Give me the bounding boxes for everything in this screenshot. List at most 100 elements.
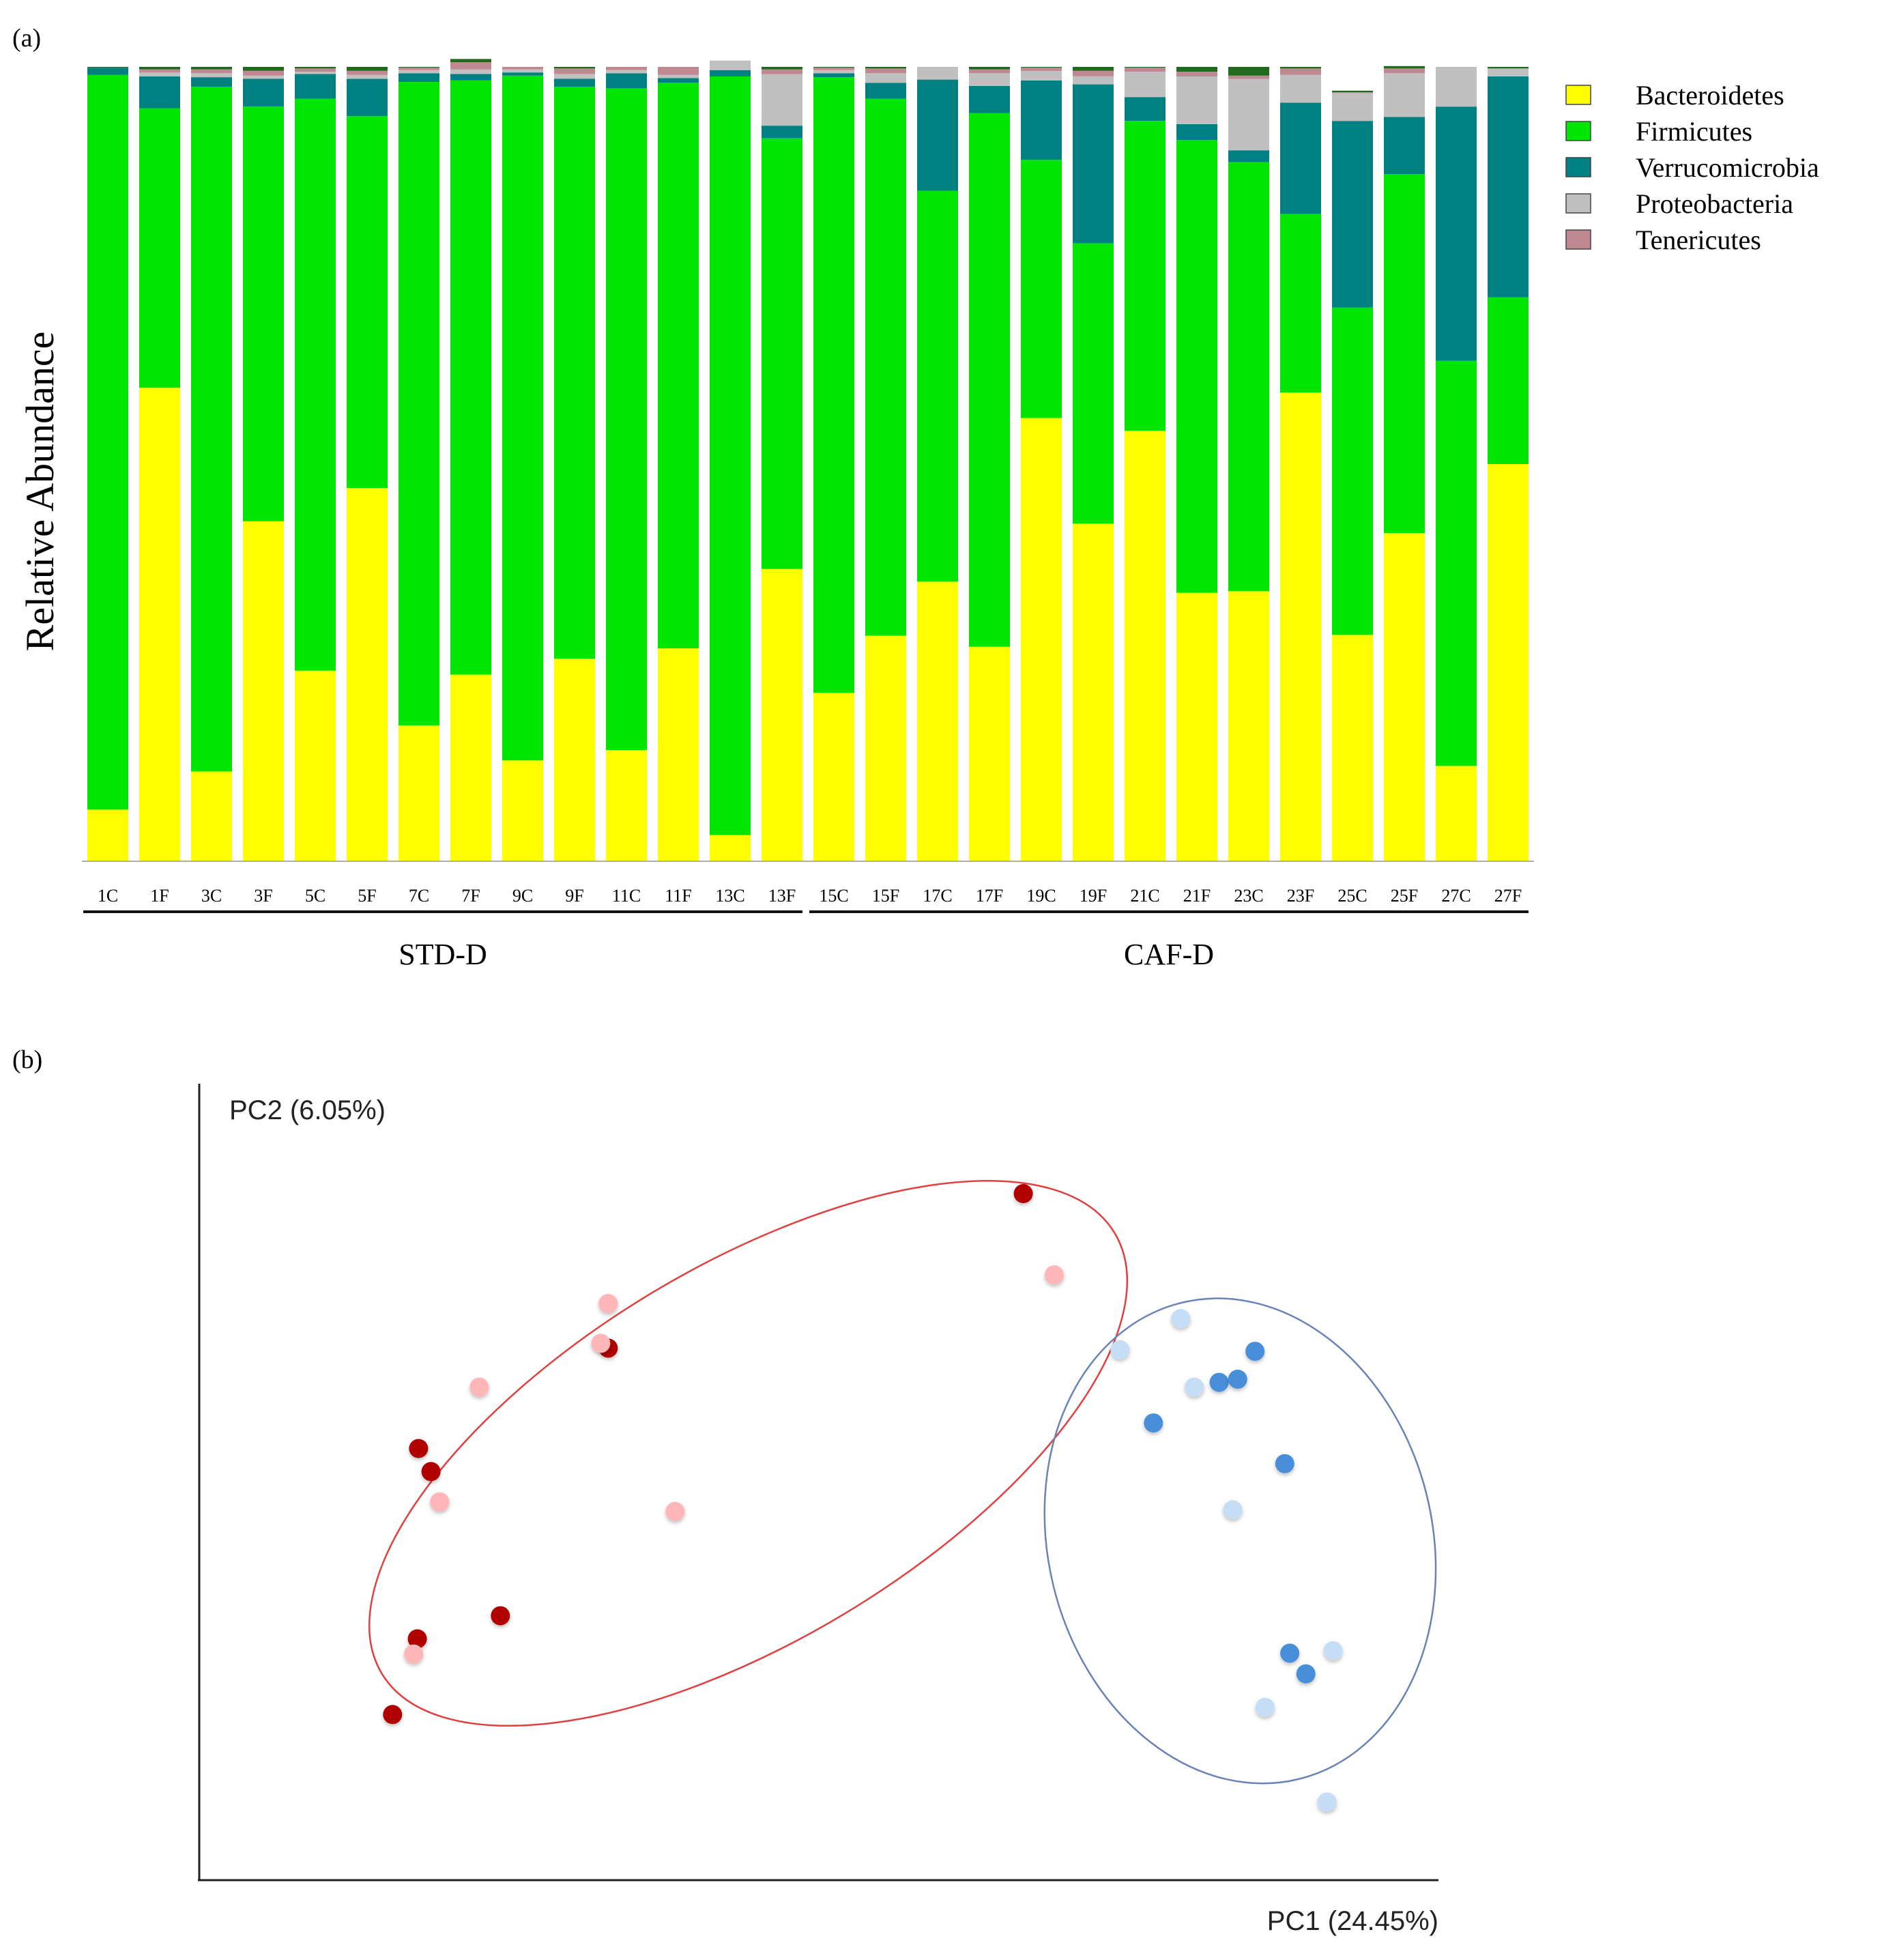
bar-segment-tenericutes-1f (139, 69, 180, 73)
point-caf-d-f-0 (1171, 1309, 1191, 1329)
bar-segment-verrucomicrobia-19f (1073, 84, 1114, 244)
bar-segment-tenericutes-7f (450, 62, 491, 70)
bar-segment-other-13f (762, 67, 802, 70)
bar-segment-verrucomicrobia-13f (762, 126, 802, 139)
bar-segment-proteobacteria-13c (710, 60, 751, 70)
bar-segment-other-1c (87, 67, 128, 68)
x-tick-label-21f: 21F (1183, 886, 1211, 906)
bar-segment-proteobacteria-15c (813, 70, 854, 74)
bar-segment-verrucomicrobia-11c (606, 73, 647, 89)
panel-b-label: (b) (12, 1046, 42, 1074)
bar-segment-bacteroidetes-15c (813, 693, 854, 861)
bar-segment-other-15c (813, 67, 854, 68)
bar-segment-bacteroidetes-3c (191, 771, 232, 861)
bar-segment-bacteroidetes-19c (1021, 418, 1062, 861)
bar-segment-other-23f (1280, 67, 1321, 69)
panel-a-bar-chart: (a) Relative Abundance 1C 1F 3C 3F 5C 5F 7C 7F 9… (12, 24, 1819, 971)
bar-segment-tenericutes-15f (865, 68, 906, 74)
point-caf-d-c-2 (1228, 1370, 1247, 1389)
point-caf-d-f-6 (1317, 1792, 1337, 1812)
bar-segment-tenericutes-17f (969, 69, 1010, 74)
pc2-axis-label: PC2 (6.05%) (229, 1095, 386, 1125)
bar-segment-verrucomicrobia-25c (1332, 121, 1373, 308)
bar-segment-bacteroidetes-11f (658, 648, 699, 861)
ellipse-caf-d-cluster (1043, 1297, 1437, 1785)
bar-segment-verrucomicrobia-7c (399, 73, 439, 83)
x-tick-label-1c: 1C (98, 886, 118, 906)
legend-swatch-firmicutes (1565, 121, 1591, 141)
bar-segment-verrucomicrobia-7f (450, 74, 491, 81)
bar-segment-verrucomicrobia-27c (1436, 106, 1477, 361)
bar-segment-bacteroidetes-21c (1125, 431, 1166, 861)
bar-segment-verrucomicrobia-17f (969, 85, 1010, 113)
legend-label-verrucomicrobia: Verrucomicrobia (1636, 152, 1819, 183)
x-tick-label-19f: 19F (1080, 886, 1107, 906)
bar-segment-bacteroidetes-9f (554, 659, 595, 861)
bar-segment-proteobacteria-23c (1228, 78, 1269, 151)
point-caf-d-f-4 (1323, 1641, 1343, 1660)
point-std-d-f-5 (665, 1501, 685, 1521)
point-std-d-f-0 (1045, 1265, 1064, 1285)
bar-segment-proteobacteria-27c (1436, 67, 1477, 107)
x-tick-label-5f: 5F (358, 886, 376, 906)
bar-segment-firmicutes-3c (191, 87, 232, 772)
bar-segment-bacteroidetes-23c (1228, 591, 1269, 861)
bar-segment-proteobacteria-25c (1332, 93, 1373, 121)
point-std-d-c-0 (1013, 1184, 1033, 1203)
bar-segment-bacteroidetes-13c (710, 835, 751, 861)
bar-segment-bacteroidetes-25f (1384, 533, 1425, 861)
bar-segment-proteobacteria-5c (295, 72, 336, 74)
x-tick-label-7f: 7F (461, 886, 480, 906)
bar-segment-other-5c (295, 67, 336, 69)
bar-segment-firmicutes-19c (1021, 160, 1062, 418)
x-tick-label-3c: 3C (201, 886, 222, 906)
bar-segment-firmicutes-13f (762, 138, 802, 569)
point-caf-d-c-1 (1209, 1372, 1229, 1392)
bar-segment-firmicutes-11f (658, 83, 699, 649)
bar-segment-proteobacteria-19c (1021, 70, 1062, 81)
point-std-d-f-6 (404, 1644, 424, 1664)
bar-segment-tenericutes-11c (606, 67, 647, 70)
bar-segment-bacteroidetes-19f (1073, 523, 1114, 861)
point-caf-d-c-0 (1245, 1342, 1265, 1361)
bar-segment-tenericutes-3c (191, 69, 232, 74)
bar-segment-tenericutes-23f (1280, 68, 1321, 75)
legend-swatch-tenericutes (1565, 229, 1591, 250)
point-std-d-c-2 (409, 1439, 429, 1458)
bar-segment-other-7c (399, 67, 439, 68)
bar-segment-other-27f (1488, 67, 1529, 69)
bar-segment-bacteroidetes-17c (917, 581, 958, 861)
bar-segment-tenericutes-19c (1021, 68, 1062, 71)
bar-segment-firmicutes-27f (1488, 297, 1529, 464)
point-caf-d-f-3 (1223, 1500, 1243, 1520)
bar-segment-other-5f (347, 67, 388, 71)
bar-segment-verrucomicrobia-13c (710, 70, 751, 76)
x-tick-label-27c: 27C (1441, 886, 1471, 906)
point-std-d-c-3 (421, 1462, 441, 1482)
bar-segment-firmicutes-7c (399, 82, 439, 725)
bar-segment-bacteroidetes-13f (762, 568, 802, 861)
bar-segment-tenericutes-21c (1125, 68, 1166, 72)
legend-swatch-bacteroidetes (1565, 85, 1591, 105)
bar-segment-proteobacteria-17c (917, 67, 958, 80)
bar-segment-firmicutes-17f (969, 113, 1010, 647)
bar-segment-verrucomicrobia-23c (1228, 150, 1269, 162)
bar-segment-other-3f (243, 67, 284, 71)
bar-segment-verrucomicrobia-5c (295, 74, 336, 99)
bar-segment-firmicutes-1f (139, 108, 180, 388)
bar-segment-verrucomicrobia-5f (347, 78, 388, 117)
bar-segment-firmicutes-19f (1073, 243, 1114, 524)
cluster-ellipses (368, 1180, 1437, 1785)
bar-segment-verrucomicrobia-3c (191, 77, 232, 87)
bar-segment-tenericutes-21f (1176, 72, 1217, 76)
bar-segment-verrucomicrobia-3f (243, 78, 284, 107)
bar-segment-proteobacteria-7f (450, 69, 491, 74)
x-tick-label-7c: 7C (409, 886, 429, 906)
bar-segment-proteobacteria-19f (1073, 76, 1114, 85)
point-caf-d-f-1 (1110, 1340, 1130, 1359)
bar-segment-firmicutes-5f (347, 116, 388, 488)
bar-segment-proteobacteria-17f (969, 73, 1010, 86)
legend-label-firmicutes: Firmicutes (1636, 116, 1752, 147)
x-tick-label-25c: 25C (1337, 886, 1367, 906)
